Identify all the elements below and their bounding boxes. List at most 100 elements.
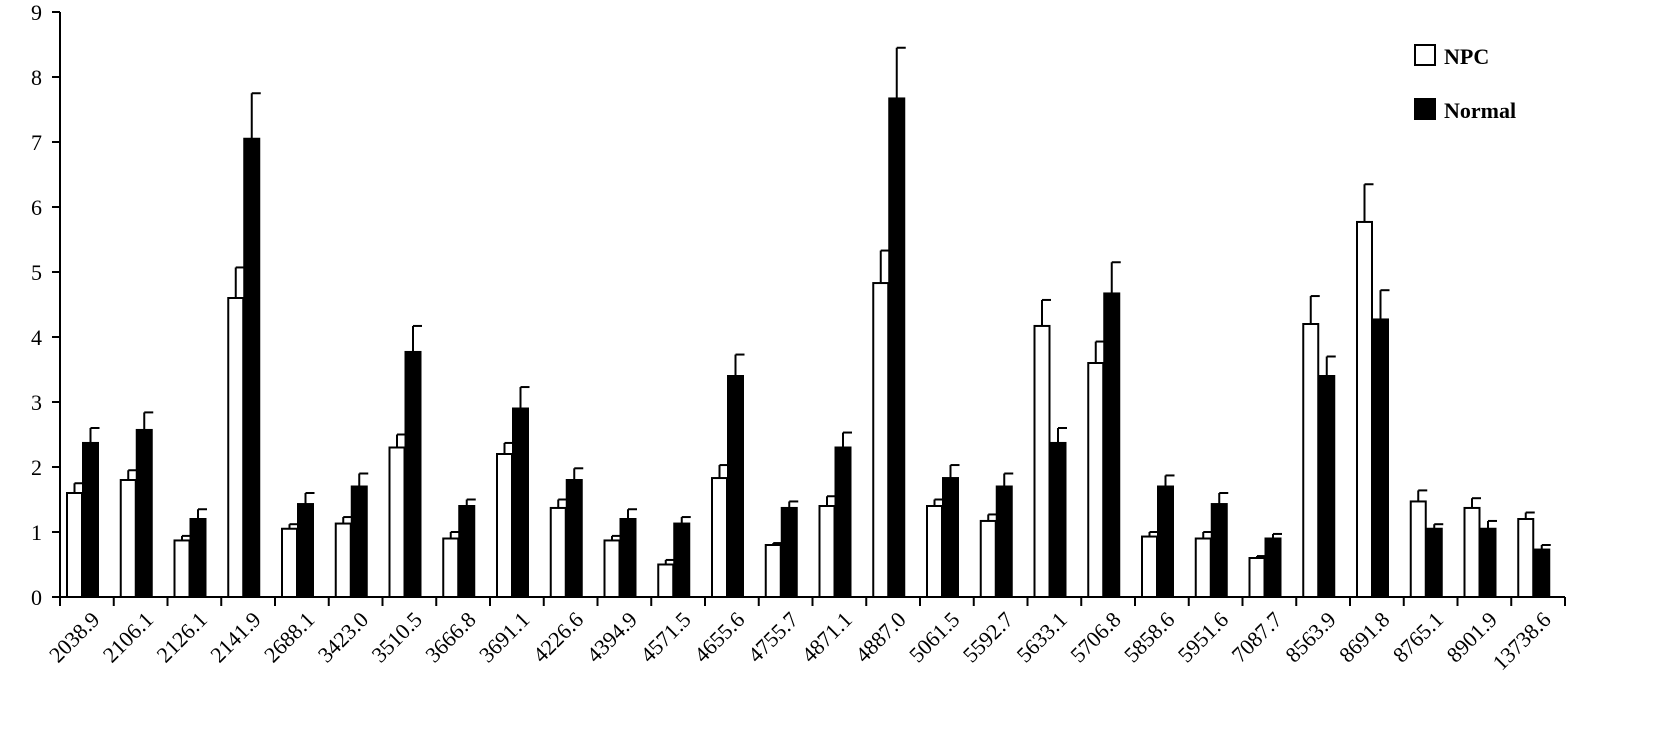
bar-npc	[764, 544, 782, 598]
x-tick-label: 3423.0	[313, 607, 373, 667]
bar-normal	[404, 350, 422, 599]
bar-normal	[1318, 375, 1336, 598]
legend: NPC Normal	[1414, 44, 1516, 123]
bar-npc	[1302, 323, 1320, 598]
bar-npc	[119, 479, 137, 598]
x-tick-label: 8765.1	[1388, 607, 1448, 667]
x-tick-label: 4755.7	[743, 607, 803, 667]
bar-npc	[1194, 537, 1212, 598]
bar-normal	[673, 522, 691, 598]
bar-npc	[1409, 500, 1427, 599]
bar-normal	[135, 428, 153, 599]
x-tick-label: 8691.8	[1334, 607, 1394, 667]
x-tick-label: 5706.8	[1065, 607, 1125, 667]
bar-npc	[711, 477, 728, 598]
bar-normal	[619, 518, 637, 598]
y-tick-label: 7	[31, 130, 42, 155]
bar-normal	[350, 485, 368, 598]
bar-normal	[1533, 548, 1551, 598]
bar-normal	[512, 407, 529, 598]
bar-npc	[388, 446, 406, 598]
bar-normal	[888, 97, 906, 598]
y-tick-label: 6	[31, 195, 42, 220]
bar-normal	[780, 506, 798, 599]
x-tick-label: 8563.9	[1280, 607, 1340, 667]
y-tick-label: 5	[31, 260, 42, 285]
y-tick-label: 2	[31, 455, 42, 480]
x-tick-label: 2126.1	[151, 607, 211, 667]
x-tick-label: 3510.5	[366, 607, 426, 667]
x-tick-label: 2038.9	[44, 607, 104, 667]
bar-npc	[1141, 535, 1158, 598]
y-tick-label: 4	[31, 325, 42, 350]
bar-normal	[82, 441, 99, 599]
bar-normal	[995, 485, 1013, 598]
x-tick-label: 2141.9	[205, 607, 265, 667]
bar-npc	[281, 527, 298, 598]
bar-npc	[1248, 557, 1266, 598]
x-tick-label: 3691.1	[474, 607, 534, 667]
bar-normal	[1049, 441, 1067, 599]
bar-npc	[979, 519, 997, 599]
bar-npc	[1033, 324, 1051, 598]
bar-normal	[189, 518, 207, 598]
x-tick-label: 4871.1	[796, 607, 856, 667]
bar-npc	[1356, 220, 1373, 598]
bar-npc	[496, 453, 513, 598]
x-tick-label: 5592.7	[958, 607, 1018, 667]
bar-normal	[458, 505, 476, 598]
bar-npc	[818, 505, 836, 598]
bar-normal	[243, 137, 261, 598]
bars	[66, 46, 1551, 599]
bar-npc	[657, 563, 675, 598]
bar-npc	[603, 539, 621, 599]
x-tick-label: 7087.7	[1226, 607, 1286, 667]
x-tick-label: 3666.8	[420, 607, 480, 667]
y-tick-label: 0	[31, 585, 42, 610]
bar-npc	[334, 522, 352, 598]
x-tick-label: 4887.0	[850, 607, 910, 667]
bar-normal	[1372, 318, 1389, 598]
bar-normal	[1479, 527, 1497, 598]
x-tick-label: 2106.1	[98, 607, 158, 667]
series-npc	[66, 183, 1535, 599]
x-tick-label: 4571.5	[635, 607, 695, 667]
y-tick-label: 9	[31, 0, 42, 25]
x-tick-label: 13738.6	[1487, 607, 1555, 675]
x-tick-label: 5951.6	[1173, 607, 1233, 667]
bar-normal	[727, 375, 744, 598]
y-tick-label: 8	[31, 65, 42, 90]
x-tick-label: 2688.1	[259, 607, 319, 667]
bar-normal	[1264, 537, 1282, 598]
bar-normal	[1103, 292, 1121, 598]
bar-npc	[1517, 518, 1535, 598]
bar-normal	[942, 477, 959, 598]
bar-normal	[565, 479, 583, 598]
legend-label-npc: NPC	[1444, 44, 1489, 69]
y-tick-label: 3	[31, 390, 42, 415]
bar-npc	[442, 537, 460, 598]
bar-normal	[1425, 527, 1443, 598]
series-normal	[82, 46, 1551, 599]
legend-swatch-normal	[1414, 98, 1436, 120]
y-tick-label: 1	[31, 520, 42, 545]
bar-normal	[297, 503, 314, 598]
legend-label-normal: Normal	[1444, 98, 1516, 123]
bar-npc	[227, 297, 245, 598]
bar-normal	[1157, 485, 1174, 598]
bar-normal	[1210, 503, 1228, 598]
bar-npc	[66, 492, 83, 598]
legend-swatch-npc	[1414, 44, 1436, 66]
x-tick-label: 5633.1	[1011, 607, 1071, 667]
x-tick-label: 4226.6	[528, 607, 588, 667]
bar-npc	[549, 506, 567, 599]
bar-npc	[872, 282, 890, 598]
bar-npc	[1463, 506, 1481, 599]
x-tick-label: 4655.6	[689, 607, 749, 667]
x-tick-label: 4394.9	[581, 607, 641, 667]
x-tick-label: 5858.6	[1119, 607, 1179, 667]
bar-normal	[834, 446, 852, 598]
bar-npc	[173, 539, 191, 599]
x-tick-label: 5061.5	[904, 607, 964, 667]
